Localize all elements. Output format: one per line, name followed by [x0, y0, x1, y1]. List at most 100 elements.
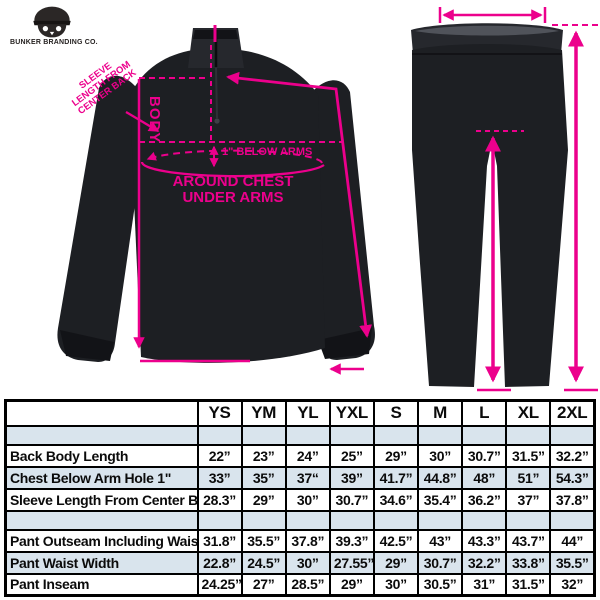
size-value-cell: 37.8”: [284, 528, 331, 553]
size-value-cell: [240, 509, 287, 531]
size-value-cell: 43”: [417, 528, 464, 553]
size-value-cell: [461, 509, 508, 531]
chest-ellipse-solid: [140, 161, 325, 178]
size-value-cell: 29”: [372, 550, 420, 575]
size-value-cell: [417, 424, 464, 446]
size-value-cell: [196, 509, 243, 531]
size-value-cell: 35.4”: [417, 487, 464, 512]
spacer-row: [4, 424, 596, 446]
measurement-row: Sleeve Length From Center Back28.3”29”30…: [4, 487, 596, 512]
below-arms-label: 1" BELOW ARMS: [222, 146, 312, 158]
body-label: BODY: [146, 96, 163, 143]
measurement-row: Pant Inseam 24.25” 27” 28.5” 29” 30” 30.5” 31” 3…: [4, 572, 596, 597]
size-value-cell: 34.6”: [372, 487, 420, 512]
size-value-cell: 31.8”: [196, 528, 243, 553]
size-value-cell: 24”: [284, 443, 331, 468]
size-value-cell: 43.3”: [461, 528, 508, 553]
size-value-cell: 33.8”: [505, 550, 552, 575]
size-value-cell: 30.5”: [417, 572, 464, 597]
size-value-cell: 27.55”: [328, 550, 375, 575]
size-column-header: XL: [505, 399, 552, 427]
size-value-cell: 35.5”: [549, 550, 596, 575]
size-value-cell: 32.2”: [461, 550, 508, 575]
size-value-cell: 31”: [461, 572, 508, 597]
size-value-cell: 30.7”: [328, 487, 375, 512]
size-value-cell: [505, 424, 552, 446]
size-value-cell: 43.7”: [505, 528, 552, 553]
row-label: Sleeve Length From Center Back: [4, 487, 199, 512]
size-value-cell: 37”: [505, 487, 552, 512]
brand-logo-text: BUNKER BRANDING CO.: [10, 38, 98, 47]
size-value-cell: 33”: [196, 465, 243, 490]
row-label: [4, 424, 199, 446]
size-value-cell: 24.5”: [240, 550, 287, 575]
size-value-cell: 24.25”: [196, 572, 243, 597]
size-value-cell: 39.3”: [328, 528, 375, 553]
size-value-cell: 30.7”: [417, 550, 464, 575]
size-table-header: YS YM YL YXL S M L XL 2XL: [4, 399, 596, 427]
size-value-cell: 32.2”: [549, 443, 596, 468]
spacer-row: [4, 509, 596, 531]
chest-ellipse-dashed: [146, 149, 323, 164]
size-value-cell: 29”: [240, 487, 287, 512]
measurement-row: Pant Outseam Including Waist 31.8” 35.5” 37…: [4, 528, 596, 553]
size-value-cell: 41.7”: [372, 465, 420, 490]
size-value-cell: 25”: [328, 443, 375, 468]
size-value-cell: 31.5”: [505, 572, 552, 597]
pants-annotations: [438, 7, 598, 392]
measurement-row: Back Body Length 22” 23” 24” 25” 29” 30” 30.7” 3…: [4, 443, 596, 468]
size-value-cell: 37.8”: [549, 487, 596, 512]
size-value-cell: 44.8”: [417, 465, 464, 490]
size-value-cell: [328, 424, 375, 446]
size-value-cell: 35.5”: [240, 528, 287, 553]
around-chest-label-2: UNDER ARMS: [182, 189, 283, 206]
size-value-cell: 44”: [549, 528, 596, 553]
size-value-cell: 30”: [372, 572, 420, 597]
size-value-cell: 23”: [240, 443, 287, 468]
row-label: Pant Outseam Including Waist: [4, 528, 199, 553]
sleeve-note-arrow: [125, 111, 160, 132]
size-column-header: YS: [196, 399, 243, 427]
size-column-header: L: [461, 399, 508, 427]
size-value-cell: [549, 424, 596, 446]
size-value-cell: 36.2”: [461, 487, 508, 512]
size-value-cell: 30”: [284, 550, 331, 575]
row-label: Back Body Length: [4, 443, 199, 468]
size-value-cell: 29”: [372, 443, 420, 468]
size-column-header: YM: [240, 399, 287, 427]
size-value-cell: [549, 509, 596, 531]
size-value-cell: 22”: [196, 443, 243, 468]
brand-logo: BUNKER BRANDING CO.: [10, 5, 98, 61]
size-value-cell: [284, 509, 331, 531]
size-value-cell: 30”: [417, 443, 464, 468]
row-label: Pant Waist Width: [4, 550, 199, 575]
size-value-cell: [417, 509, 464, 531]
size-value-cell: 29”: [328, 572, 375, 597]
size-value-cell: 30”: [284, 487, 331, 512]
size-value-cell: 51”: [505, 465, 552, 490]
size-value-cell: 28.5”: [284, 572, 331, 597]
size-value-cell: [461, 424, 508, 446]
size-column-header: M: [417, 399, 464, 427]
size-value-cell: 39”: [328, 465, 375, 490]
size-value-cell: 48”: [461, 465, 508, 490]
measurement-row: Pant Waist Width 22.8” 24.5” 30” 27.55” 29” 30…: [4, 550, 596, 575]
skull-helmet-icon: [33, 6, 71, 38]
measurement-diagram: BODY 1" BELOW ARMS AROUND CHEST UNDER AR…: [57, 7, 598, 392]
row-label: [4, 509, 199, 531]
size-value-cell: 30.7”: [461, 443, 508, 468]
measurement-row: Chest Below Arm Hole 1" 33” 35” 37“ 39” 41.7”…: [4, 465, 596, 490]
size-value-cell: 54.3”: [549, 465, 596, 490]
size-value-cell: 28.3”: [196, 487, 243, 512]
size-column-header: S: [372, 399, 420, 427]
size-value-cell: 42.5”: [372, 528, 420, 553]
size-column-header: YXL: [328, 399, 375, 427]
size-value-cell: 22.8”: [196, 550, 243, 575]
sleeve-length-line: [226, 71, 373, 338]
around-chest-label-1: AROUND CHEST: [173, 173, 294, 190]
size-value-cell: 31.5”: [505, 443, 552, 468]
size-value-cell: [328, 509, 375, 531]
size-value-cell: 35”: [240, 465, 287, 490]
size-column-header: YL: [284, 399, 331, 427]
